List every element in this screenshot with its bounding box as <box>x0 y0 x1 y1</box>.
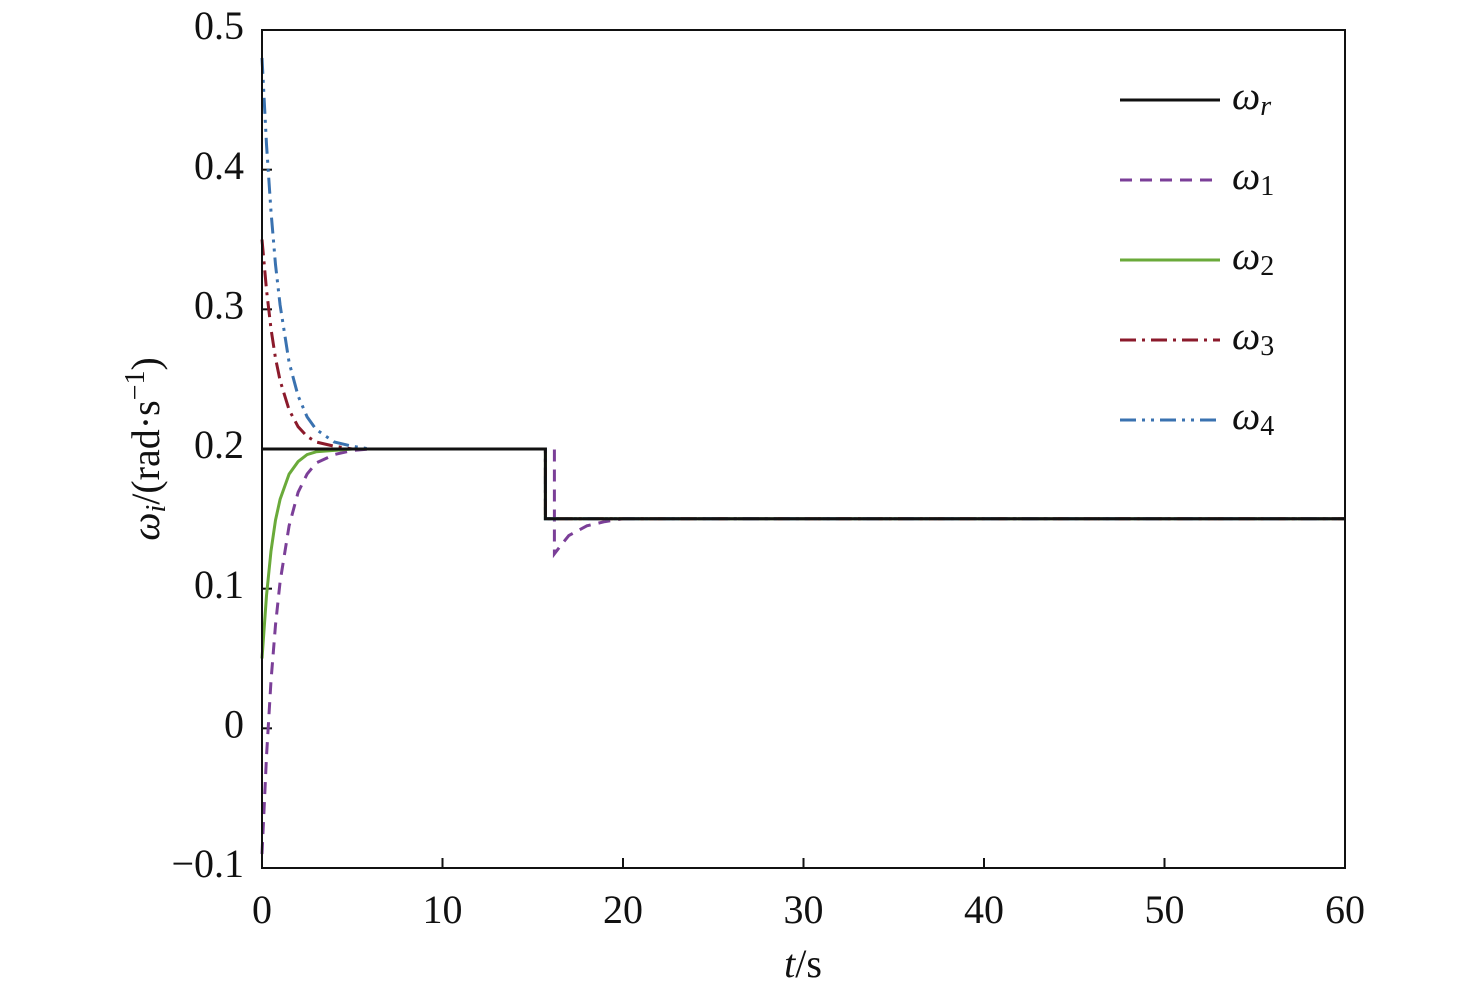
legend-label: ω2 <box>1232 233 1274 282</box>
y-tick-label: 0.1 <box>194 562 244 607</box>
y-axis-label: ωi/(rad·s−1) <box>120 357 172 541</box>
y-tick-label: 0.3 <box>194 283 244 328</box>
y-tick-label: 0 <box>224 702 244 747</box>
x-tick-label: 0 <box>252 887 272 932</box>
x-tick-label: 60 <box>1325 887 1365 932</box>
plot-frame <box>261 29 1346 869</box>
x-tick-label: 10 <box>423 887 463 932</box>
series-line <box>260 447 1345 855</box>
legend-label: ω4 <box>1232 393 1274 442</box>
series-line <box>262 447 1345 521</box>
y-tick-label: 0.2 <box>194 422 244 467</box>
x-tick-label: 30 <box>784 887 824 932</box>
legend-label: ω1 <box>1232 153 1274 202</box>
legend-label: ω3 <box>1232 313 1274 362</box>
series-line <box>260 239 1345 521</box>
series-line <box>260 447 1345 659</box>
legend-label: ωr <box>1232 73 1271 122</box>
x-axis-label: t/s <box>784 941 822 986</box>
y-tick-label: 0.5 <box>194 3 244 48</box>
y-tick-label: 0.4 <box>194 143 244 188</box>
x-tick-label: 20 <box>603 887 643 932</box>
x-tick-label: 50 <box>1145 887 1185 932</box>
x-tick-label: 40 <box>964 887 1004 932</box>
y-tick-label: −0.1 <box>171 841 244 886</box>
